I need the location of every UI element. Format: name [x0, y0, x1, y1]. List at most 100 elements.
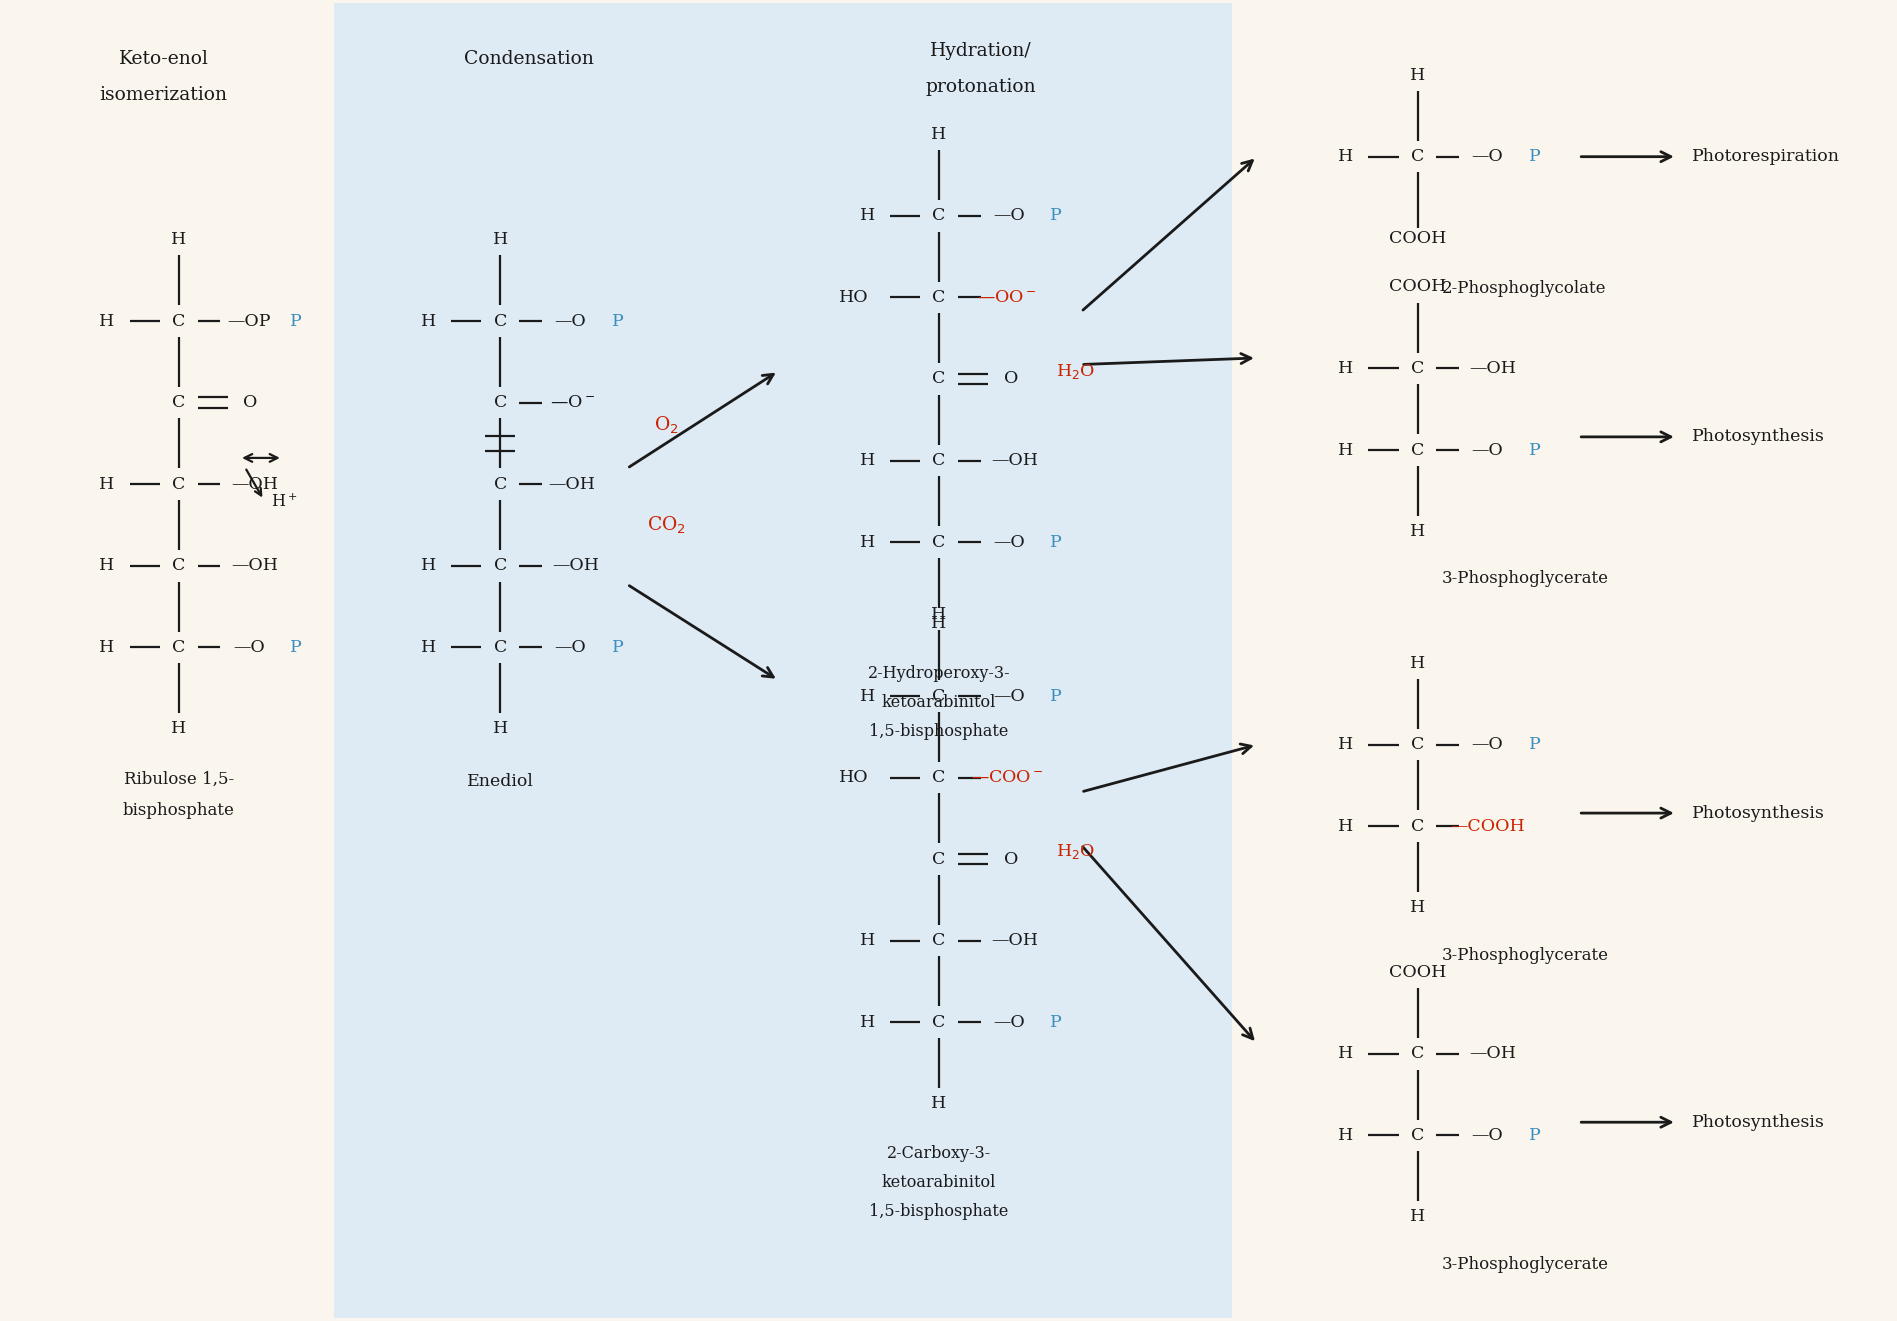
Text: P: P [1529, 736, 1540, 753]
Text: C: C [931, 452, 947, 469]
Text: 2-Carboxy-3-: 2-Carboxy-3- [888, 1145, 990, 1162]
Text: ketoarabinitol: ketoarabinitol [882, 694, 996, 711]
Text: C: C [173, 313, 186, 330]
Text: —OH: —OH [1470, 1045, 1518, 1062]
Text: bisphosphate: bisphosphate [123, 802, 235, 819]
Text: H: H [931, 616, 947, 633]
Text: Enediol: Enediol [467, 773, 533, 790]
Text: H: H [931, 606, 947, 624]
Text: 1,5-bisphosphate: 1,5-bisphosphate [869, 1203, 1009, 1221]
Text: H: H [1409, 523, 1425, 540]
Text: C: C [931, 207, 947, 225]
Text: H: H [99, 639, 114, 655]
Text: H: H [1409, 900, 1425, 917]
Text: Photorespiration: Photorespiration [1692, 148, 1840, 165]
Text: P: P [1529, 148, 1540, 165]
Text: H: H [421, 557, 436, 575]
Text: —O: —O [554, 639, 586, 655]
Text: —O: —O [994, 687, 1024, 704]
Text: C: C [1411, 359, 1425, 376]
Text: C: C [931, 289, 947, 306]
Text: 2-Phosphoglycolate: 2-Phosphoglycolate [1442, 280, 1607, 297]
Text: H: H [931, 125, 947, 143]
Text: 3-Phosphoglycerate: 3-Phosphoglycerate [1442, 1256, 1609, 1273]
Text: H: H [493, 231, 508, 248]
Text: —O: —O [554, 313, 586, 330]
Text: P: P [290, 313, 302, 330]
Text: C: C [493, 313, 506, 330]
Text: —OP: —OP [228, 313, 271, 330]
Text: C: C [173, 557, 186, 575]
Text: HO: HO [838, 769, 869, 786]
Text: C: C [931, 1013, 947, 1030]
Text: COOH: COOH [1389, 964, 1446, 980]
Text: P: P [290, 639, 302, 655]
Text: H: H [99, 557, 114, 575]
Text: P: P [1529, 441, 1540, 458]
Text: 3-Phosphoglycerate: 3-Phosphoglycerate [1442, 571, 1609, 588]
Text: C: C [1411, 736, 1425, 753]
Text: P: P [1051, 534, 1062, 551]
Text: Photosynthesis: Photosynthesis [1692, 1114, 1825, 1131]
Text: O: O [1004, 851, 1019, 868]
Text: H: H [1337, 441, 1353, 458]
Text: C: C [931, 933, 947, 950]
Text: COOH: COOH [1389, 230, 1446, 247]
Text: H: H [859, 452, 875, 469]
Text: —O: —O [1472, 1127, 1504, 1144]
Text: —OO$^-$: —OO$^-$ [977, 289, 1038, 306]
Text: Photosynthesis: Photosynthesis [1692, 428, 1825, 445]
Text: —OH: —OH [231, 557, 277, 575]
Text: —OH: —OH [992, 933, 1038, 950]
Text: —OH: —OH [1470, 359, 1518, 376]
Text: 1,5-bisphosphate: 1,5-bisphosphate [869, 723, 1009, 740]
Text: H: H [171, 720, 186, 737]
Text: C: C [493, 557, 506, 575]
Text: —O: —O [994, 534, 1024, 551]
Text: —O: —O [1472, 148, 1504, 165]
Text: 2-Hydroperoxy-3-: 2-Hydroperoxy-3- [867, 666, 1011, 682]
Text: —OH: —OH [992, 452, 1038, 469]
Text: H: H [1409, 1209, 1425, 1226]
Text: C: C [493, 476, 506, 493]
Text: H: H [859, 207, 875, 225]
Text: H: H [99, 476, 114, 493]
Text: —O: —O [1472, 441, 1504, 458]
Text: C: C [173, 639, 186, 655]
Text: —COO$^-$: —COO$^-$ [971, 769, 1043, 786]
Text: C: C [931, 851, 947, 868]
Text: H$^+$: H$^+$ [271, 494, 298, 511]
Text: P: P [611, 639, 624, 655]
Text: H: H [493, 720, 508, 737]
Text: H: H [859, 1013, 875, 1030]
Text: H: H [859, 687, 875, 704]
Text: C: C [931, 769, 947, 786]
Text: —O: —O [994, 1013, 1024, 1030]
Text: C: C [1411, 148, 1425, 165]
Bar [334, 3, 730, 1318]
Text: P: P [1529, 1127, 1540, 1144]
Text: H: H [1409, 655, 1425, 671]
Text: isomerization: isomerization [99, 86, 228, 104]
Text: C: C [173, 476, 186, 493]
Text: H$_2$O: H$_2$O [1057, 362, 1095, 380]
Text: H$_2$O: H$_2$O [1057, 841, 1095, 861]
Text: —COOH: —COOH [1449, 818, 1525, 835]
Text: Keto-enol: Keto-enol [120, 50, 209, 69]
Text: —OH: —OH [552, 557, 599, 575]
Text: —O: —O [1472, 736, 1504, 753]
Text: H: H [1337, 359, 1353, 376]
Text: C: C [1411, 818, 1425, 835]
Text: C: C [173, 394, 186, 411]
Text: C: C [931, 534, 947, 551]
Text: P: P [611, 313, 624, 330]
Bar [730, 3, 1233, 1318]
Text: —O$^-$: —O$^-$ [550, 394, 594, 411]
Text: P: P [1051, 207, 1062, 225]
Text: Ribulose 1,5-: Ribulose 1,5- [123, 770, 233, 787]
Text: ketoarabinitol: ketoarabinitol [882, 1174, 996, 1192]
Text: H: H [1337, 1127, 1353, 1144]
Text: 3-Phosphoglycerate: 3-Phosphoglycerate [1442, 947, 1609, 963]
Text: H: H [99, 313, 114, 330]
Text: C: C [1411, 1127, 1425, 1144]
